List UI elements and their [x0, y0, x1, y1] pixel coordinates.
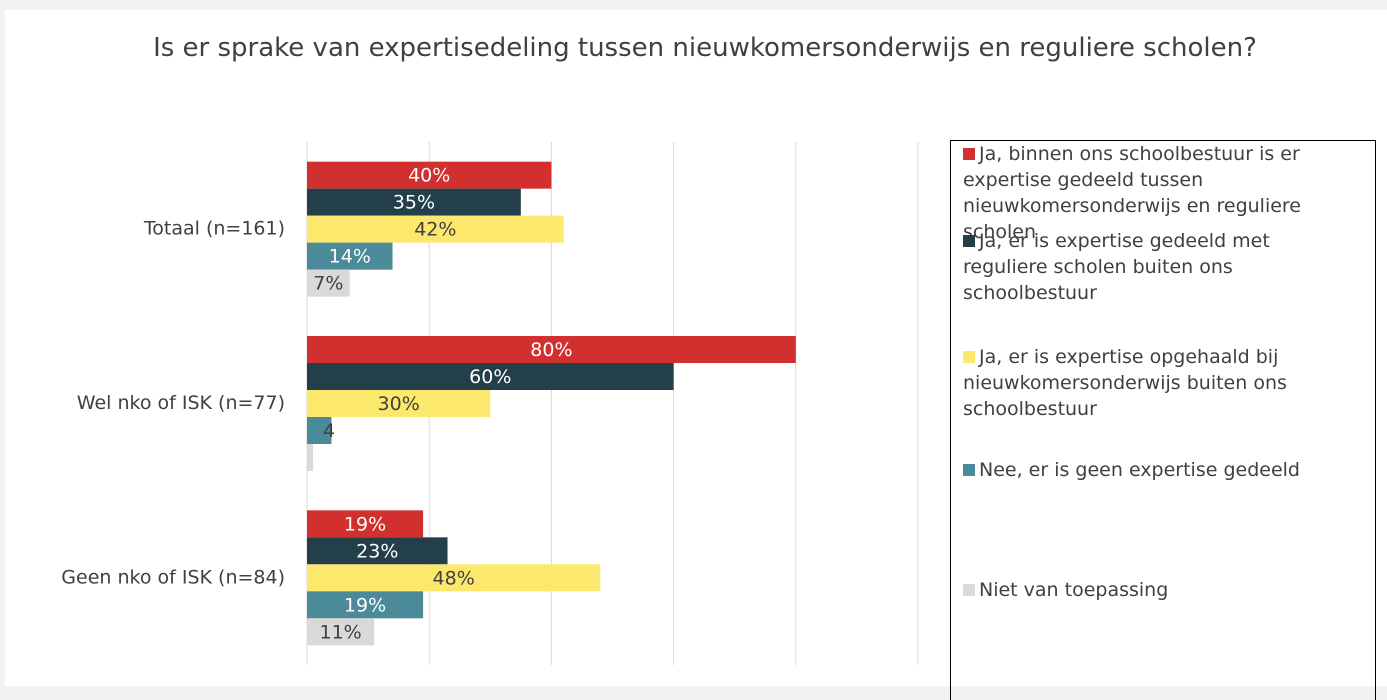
- data-label: 1%: [312, 447, 342, 469]
- bar: [307, 242, 393, 270]
- legend: Ja, binnen ons schoolbestuur is er exper…: [950, 140, 1376, 700]
- data-label: 80%: [530, 339, 572, 361]
- data-label: 40%: [408, 165, 450, 187]
- legend-entry: Nee, er is geen expertise gedeeld: [963, 457, 1353, 483]
- data-label: 35%: [393, 192, 435, 214]
- bar: [307, 336, 796, 363]
- chart-title: Is er sprake van expertisedeling tussen …: [153, 33, 1257, 63]
- legend-swatch: [963, 464, 975, 476]
- legend-label: Ja, er is expertise gedeeld met regulier…: [963, 230, 1270, 304]
- bar: [307, 215, 564, 243]
- legend-swatch: [963, 235, 975, 247]
- bar: [307, 161, 552, 189]
- bar: [307, 417, 332, 444]
- data-label: 11%: [319, 621, 361, 643]
- data-label: 19%: [344, 594, 386, 616]
- legend-label: Ja, er is expertise opgehaald bij nieuwk…: [963, 346, 1287, 420]
- y-tick-label: Totaal (n=161): [143, 218, 285, 240]
- legend-entry: Niet van toepassing: [963, 577, 1353, 603]
- bar: [307, 564, 601, 592]
- legend-entry: Ja, er is expertise gedeeld met regulier…: [963, 228, 1353, 306]
- legend-entry: Ja, er is expertise opgehaald bij nieuwk…: [963, 344, 1353, 422]
- legend-label: Nee, er is geen expertise gedeeld: [979, 459, 1300, 481]
- bar: [307, 390, 491, 417]
- bar: [307, 591, 424, 619]
- data-label: 42%: [414, 219, 456, 241]
- legend-label: Ja, binnen ons schoolbestuur is er exper…: [963, 143, 1302, 243]
- data-label: 30%: [378, 393, 420, 415]
- bar: [307, 444, 314, 471]
- legend-entry: Ja, binnen ons schoolbestuur is er exper…: [963, 141, 1353, 245]
- legend-swatch: [963, 351, 975, 363]
- bar: [307, 269, 350, 297]
- bar: [307, 188, 521, 216]
- y-tick-label: Geen nko of ISK (n=84): [61, 566, 285, 588]
- legend-swatch: [963, 148, 975, 160]
- legend-label: Niet van toepassing: [979, 579, 1169, 601]
- data-label: 19%: [344, 513, 386, 535]
- data-label: 14%: [329, 246, 371, 268]
- y-tick-label: Wel nko of ISK (n=77): [77, 392, 285, 414]
- data-label: 4: [323, 420, 335, 442]
- bar: [307, 363, 674, 390]
- data-label: 48%: [433, 567, 475, 589]
- data-label: 23%: [356, 540, 398, 562]
- bar: [307, 510, 424, 538]
- bar: [307, 537, 448, 565]
- data-label: 7%: [313, 273, 343, 295]
- data-label: 60%: [469, 366, 511, 388]
- legend-swatch: [963, 584, 975, 596]
- bar: [307, 618, 375, 646]
